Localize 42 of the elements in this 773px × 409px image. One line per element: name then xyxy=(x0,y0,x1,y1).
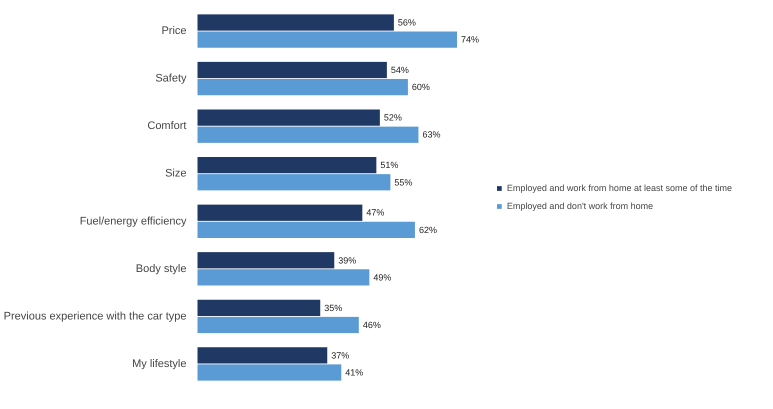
bar xyxy=(198,109,380,126)
data-label: 56% xyxy=(398,17,416,28)
bar xyxy=(198,364,342,381)
bar xyxy=(198,79,408,96)
data-label: 60% xyxy=(412,82,430,92)
bar xyxy=(198,62,387,78)
bar xyxy=(198,347,328,364)
y-tick-label: Safety xyxy=(155,72,187,85)
bar xyxy=(198,204,362,221)
data-label: 51% xyxy=(380,160,398,170)
bar xyxy=(198,316,359,334)
data-label: 49% xyxy=(373,272,392,282)
legend-label: Employed and don't work from home xyxy=(506,201,654,211)
data-label: 74% xyxy=(461,34,480,45)
data-label: 39% xyxy=(338,255,356,266)
data-label: 46% xyxy=(362,320,381,330)
data-label: 55% xyxy=(394,177,412,188)
data-label: 41% xyxy=(345,368,364,378)
data-label: 35% xyxy=(324,302,342,313)
bar xyxy=(198,174,390,190)
data-label: 37% xyxy=(331,350,350,360)
data-label: 63% xyxy=(422,130,440,140)
y-tick-label: Comfort xyxy=(147,120,187,132)
data-label: 47% xyxy=(366,208,384,218)
bar xyxy=(198,252,334,268)
bar xyxy=(198,300,320,316)
data-label: 62% xyxy=(418,224,437,235)
legend-label: Employed and work from home at least some of the time xyxy=(506,183,732,193)
data-label: 54% xyxy=(390,65,409,76)
y-tick-label: Price xyxy=(161,25,186,38)
y-tick-label: Size xyxy=(165,168,187,180)
bar xyxy=(198,269,370,286)
bar xyxy=(198,14,394,31)
bar xyxy=(198,31,458,48)
y-tick-label: My lifestyle xyxy=(132,358,187,370)
bar xyxy=(198,222,415,238)
y-tick-label: Body style xyxy=(136,262,187,275)
y-tick-label: Fuel/energy efficiency xyxy=(80,215,187,228)
bar xyxy=(198,126,418,143)
y-tick-label: Previous experience with the car type xyxy=(4,310,187,322)
data-label: 52% xyxy=(384,112,402,123)
bar xyxy=(198,157,376,174)
